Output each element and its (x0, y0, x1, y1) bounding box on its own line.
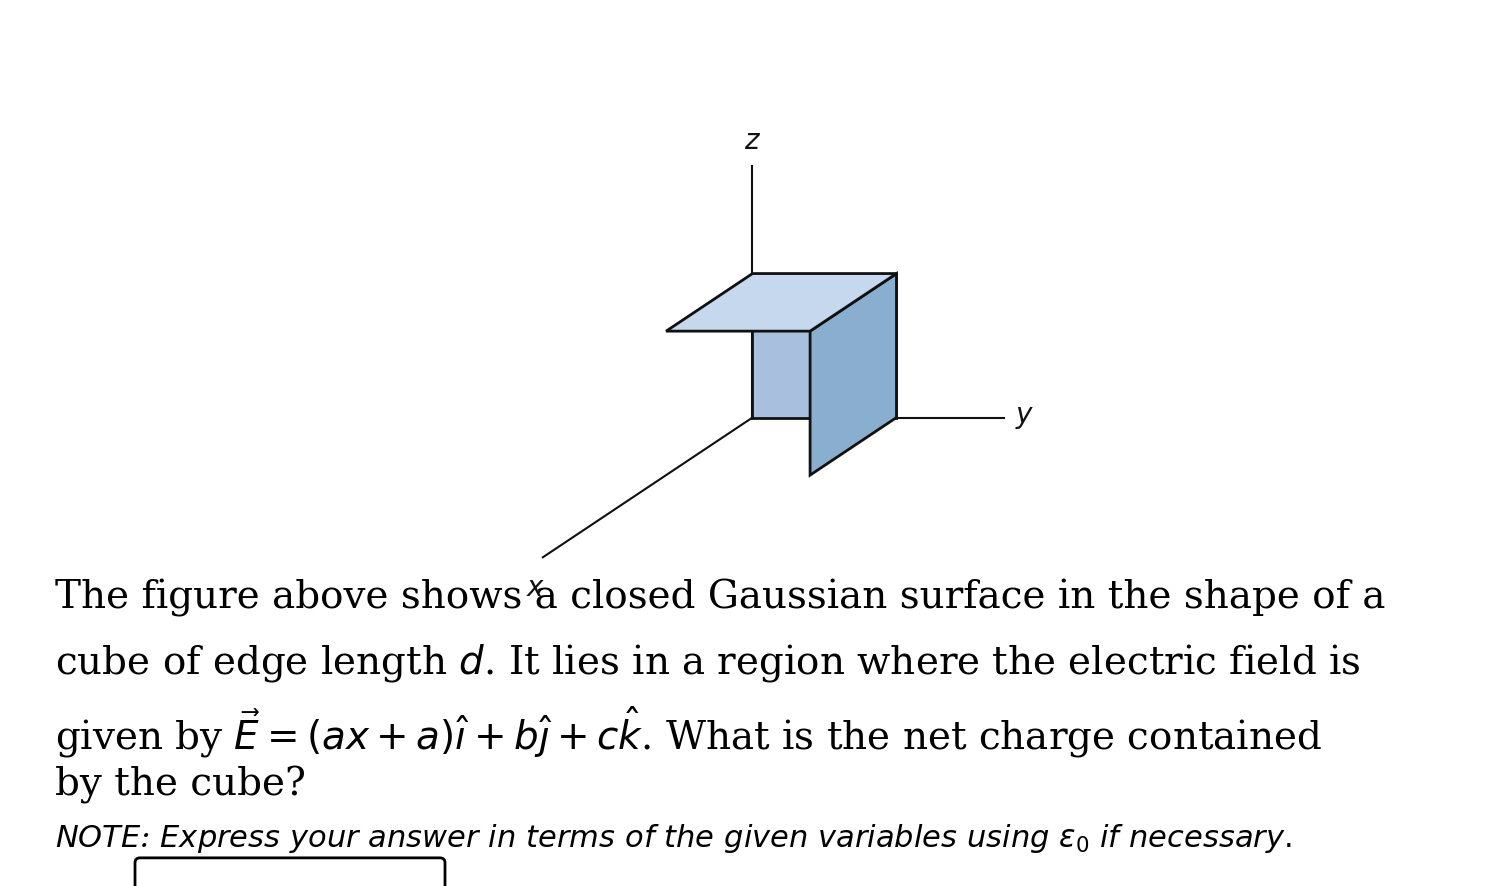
Polygon shape (810, 274, 897, 475)
FancyBboxPatch shape (135, 858, 445, 886)
Text: The figure above shows a closed Gaussian surface in the shape of a: The figure above shows a closed Gaussian… (56, 579, 1386, 618)
Polygon shape (752, 274, 897, 417)
Text: cube of edge length $d$. It lies in a region where the electric field is: cube of edge length $d$. It lies in a re… (56, 641, 1361, 684)
Text: given by $\vec{E} = (ax + a)\hat{\imath} + b\hat{\jmath} + c\hat{k}$. What is th: given by $\vec{E} = (ax + a)\hat{\imath}… (56, 704, 1321, 760)
Text: $\mathit{NOTE}$: $\mathit{Express\ your\ answer\ in\ terms\ of\ the\ given\ vari: $\mathit{NOTE}$: $\mathit{Express\ your\… (56, 821, 1291, 855)
Text: $x$: $x$ (525, 575, 545, 602)
Text: $y$: $y$ (1016, 404, 1034, 431)
Polygon shape (667, 274, 897, 331)
Text: $z$: $z$ (743, 128, 762, 155)
Text: by the cube?: by the cube? (56, 766, 306, 804)
Text: $q =$: $q =$ (56, 881, 122, 886)
